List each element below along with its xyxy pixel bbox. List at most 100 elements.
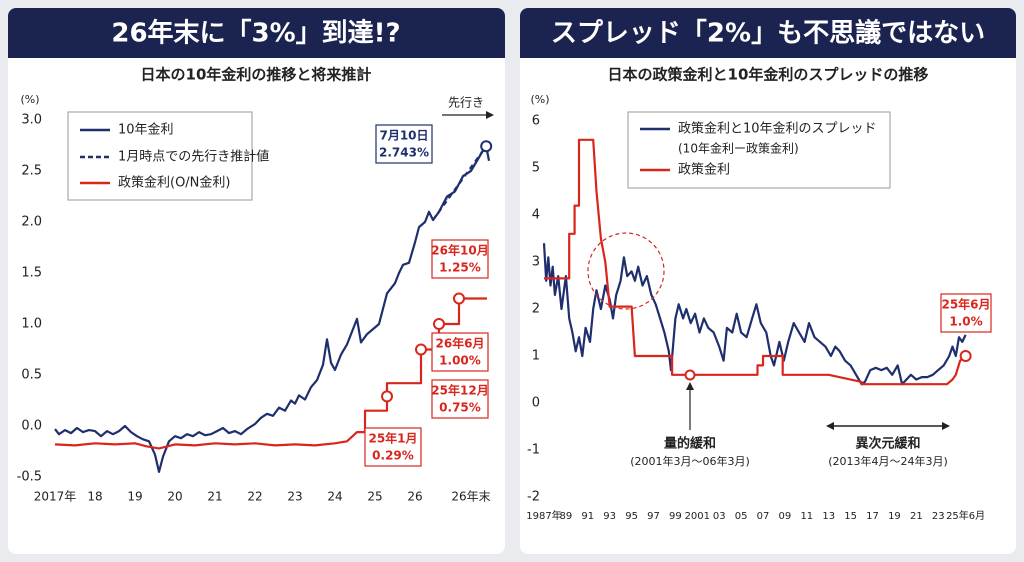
period-range: (2001年3月〜06年3月) <box>630 454 750 468</box>
annotation-box <box>431 332 489 372</box>
y-tick-label: 2 <box>532 302 540 317</box>
x-tick-label: 26 <box>407 490 422 504</box>
x-tick-label: 99 <box>669 511 682 522</box>
chart-title: スプレッド「2%」も不思議ではない <box>551 18 985 49</box>
x-tick-label: 2017年 <box>34 490 77 504</box>
x-tick-label: 19 <box>888 511 901 522</box>
y-tick-label: 4 <box>532 208 540 223</box>
chart-subtitle: 日本の政策金利と10年金利のスプレッドの推移 <box>608 66 929 84</box>
annotation-label: 25年12月 <box>431 383 488 398</box>
x-tick-label: 05 <box>735 511 748 522</box>
series-line <box>54 145 491 473</box>
annotation-label: 26年10月 <box>431 243 488 258</box>
x-tick-label: 19 <box>127 490 142 504</box>
y-tick-label: 5 <box>532 161 540 176</box>
annotation-box <box>940 293 992 333</box>
y-tick-label: 1 <box>532 349 540 364</box>
chart-title: 26年末に「3%」到達!? <box>111 18 400 49</box>
annotation-label: 26年6月 <box>435 336 484 351</box>
annotation-box <box>431 239 489 279</box>
annotation-point <box>453 292 465 305</box>
panel <box>520 8 1016 554</box>
x-tick-label: 23 <box>932 511 945 522</box>
header-bar <box>8 40 505 58</box>
period-arrow-head <box>686 382 694 390</box>
period-label: 異次元緩和 <box>855 436 920 452</box>
y-unit: (%) <box>20 93 39 106</box>
period-arrow-head <box>942 422 950 430</box>
annotation-point <box>381 390 393 403</box>
x-tick-label: 21 <box>207 490 222 504</box>
series-line <box>542 243 967 386</box>
annotation-point <box>415 343 427 356</box>
x-tick-label: 07 <box>757 511 770 522</box>
x-tick-label: 11 <box>800 511 813 522</box>
annotation-value: 1.25% <box>439 261 481 275</box>
x-tick-label: 22 <box>247 490 262 504</box>
x-tick-label: 15 <box>844 511 857 522</box>
annotation-value: 1.00% <box>439 354 481 368</box>
x-tick-label: 25 <box>367 490 382 504</box>
x-tick-label: 97 <box>647 511 660 522</box>
series-line <box>544 138 967 386</box>
annotation-box <box>364 427 422 467</box>
annotation-point <box>959 350 972 362</box>
x-tick-label: 91 <box>581 511 594 522</box>
y-tick-label: -1 <box>527 443 540 458</box>
y-tick-label: 0.0 <box>21 419 42 434</box>
highlight-circle <box>587 232 665 310</box>
x-tick-label: 09 <box>779 511 792 522</box>
x-tick-label: 17 <box>866 511 879 522</box>
annotation-box <box>375 124 433 164</box>
x-tick-label: 03 <box>713 511 726 522</box>
x-tick-label: 1987年 <box>526 509 561 522</box>
y-tick-label: 3 <box>532 255 540 270</box>
legend-label: 政策金利と10年金利のスプレッド <box>678 121 877 137</box>
annotation-label: 7月10日 <box>379 129 428 143</box>
legend-label: 政策金利 <box>678 162 730 178</box>
annotation-box <box>431 379 489 419</box>
panel <box>8 8 505 554</box>
annotation-point <box>480 140 493 153</box>
y-tick-label: 0 <box>532 396 540 411</box>
header-bar <box>520 40 1016 58</box>
y-tick-label: -2 <box>527 490 540 505</box>
y-tick-label: -0.5 <box>17 470 42 485</box>
legend-note: (10年金利ー政策金利) <box>678 141 799 156</box>
x-tick-label: 26年末 <box>451 490 490 504</box>
x-tick-label: 20 <box>167 490 182 504</box>
forecast-label: 先行き <box>448 96 484 110</box>
y-tick-label: 2.0 <box>21 215 42 230</box>
x-tick-label: 95 <box>625 511 638 522</box>
period-point <box>684 369 696 381</box>
annotation-value: 0.75% <box>439 401 481 415</box>
legend-label: 政策金利(O/N金利) <box>118 175 230 191</box>
y-tick-label: 6 <box>532 114 540 129</box>
annotation-point <box>433 318 445 330</box>
x-tick-label: 21 <box>910 511 923 522</box>
annotation-value: 1.0% <box>949 315 982 329</box>
y-tick-label: 3.0 <box>21 113 42 128</box>
x-tick-label: 89 <box>559 511 572 522</box>
series-line <box>432 145 488 221</box>
x-tick-label: 25年6月 <box>946 509 985 522</box>
period-arrow-head <box>826 422 834 430</box>
annotation-label: 25年6月 <box>941 297 990 312</box>
legend-label: 1月時点での先行き推計値 <box>118 149 269 165</box>
y-tick-label: 2.5 <box>21 164 42 179</box>
x-tick-label: 2001 <box>685 511 710 522</box>
y-unit: (%) <box>530 93 549 106</box>
chart-subtitle: 日本の10年金利の推移と将来推計 <box>141 66 372 84</box>
period-label: 量的緩和 <box>664 436 716 452</box>
x-tick-label: 23 <box>287 490 302 504</box>
annotation-label: 25年1月 <box>368 431 417 446</box>
legend-label: 10年金利 <box>118 122 174 138</box>
period-range: (2013年4月〜24年3月) <box>828 454 948 468</box>
x-tick-label: 24 <box>327 490 342 504</box>
x-tick-label: 93 <box>603 511 616 522</box>
annotation-value: 2.743% <box>379 146 429 160</box>
x-tick-label: 13 <box>822 511 835 522</box>
x-tick-label: 18 <box>87 490 102 504</box>
y-tick-label: 1.0 <box>21 317 42 332</box>
